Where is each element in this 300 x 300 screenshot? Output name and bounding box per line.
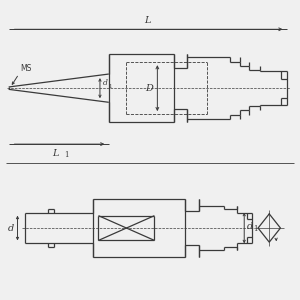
Text: MS: MS xyxy=(20,64,32,73)
Text: 1: 1 xyxy=(108,84,111,89)
Text: d: d xyxy=(247,222,254,231)
Text: d: d xyxy=(103,79,108,87)
Text: L: L xyxy=(52,149,59,158)
Text: 1: 1 xyxy=(254,225,258,233)
Text: 1: 1 xyxy=(64,151,68,159)
Text: L: L xyxy=(145,16,151,25)
Text: D: D xyxy=(145,84,153,93)
Text: d: d xyxy=(8,224,14,232)
